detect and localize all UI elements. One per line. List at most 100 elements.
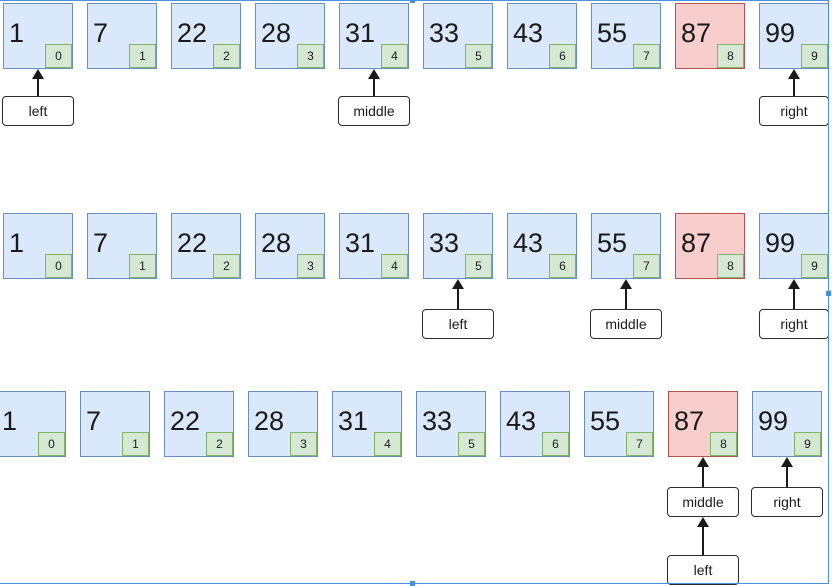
cell-index: 7 <box>633 254 660 278</box>
cell-index: 0 <box>45 44 72 68</box>
pointer-middle[interactable]: middle <box>338 96 410 126</box>
array-cell[interactable]: 43 6 <box>507 3 577 69</box>
cell-value: 7 <box>86 406 102 436</box>
cell-index: 2 <box>213 254 240 278</box>
cell-value: 43 <box>513 18 544 48</box>
cell-index: 2 <box>206 432 233 456</box>
cell-value: 1 <box>9 18 25 48</box>
cell-value: 7 <box>93 228 109 258</box>
pointer-right[interactable]: right <box>751 487 823 517</box>
array-cell[interactable]: 33 5 <box>423 213 493 279</box>
selection-handle[interactable] <box>410 581 415 586</box>
cell-index: 0 <box>45 254 72 278</box>
array-cell[interactable]: 22 2 <box>171 3 241 69</box>
cell-value: 99 <box>765 18 796 48</box>
array-cell[interactable]: 28 3 <box>255 3 325 69</box>
cell-value: 1 <box>9 228 25 258</box>
cell-value: 87 <box>681 18 712 48</box>
pointer-arrow <box>32 69 44 96</box>
array-cell[interactable]: 33 5 <box>423 3 493 69</box>
pointer-middle[interactable]: middle <box>590 309 662 339</box>
cell-index: 5 <box>458 432 485 456</box>
arrow-shaft <box>793 77 795 96</box>
array-cell[interactable]: 31 4 <box>339 213 409 279</box>
pointer-arrow <box>697 457 709 487</box>
cell-index: 9 <box>794 432 821 456</box>
pointer-right[interactable]: right <box>759 309 829 339</box>
array-cell[interactable]: 31 4 <box>332 391 402 457</box>
arrow-head <box>368 69 380 79</box>
array-cell[interactable]: 33 5 <box>416 391 486 457</box>
array-cell[interactable]: 22 2 <box>164 391 234 457</box>
array-cell[interactable]: 99 9 <box>759 213 829 279</box>
cell-index: 0 <box>38 432 65 456</box>
cell-index: 3 <box>297 44 324 68</box>
cell-index: 7 <box>633 44 660 68</box>
cell-index: 8 <box>717 44 744 68</box>
array-cell[interactable]: 28 3 <box>248 391 318 457</box>
arrow-shaft <box>373 77 375 96</box>
pointer-left[interactable]: left <box>2 96 74 126</box>
arrow-shaft <box>625 287 627 309</box>
array-cell[interactable]: 55 7 <box>591 3 661 69</box>
cell-value: 28 <box>261 18 292 48</box>
array-cell[interactable]: 28 3 <box>255 213 325 279</box>
cell-value: 28 <box>261 228 292 258</box>
array-cell[interactable]: 43 6 <box>500 391 570 457</box>
array-cell[interactable]: 43 6 <box>507 213 577 279</box>
selection-handle[interactable] <box>410 0 415 3</box>
cell-index: 2 <box>213 44 240 68</box>
arrow-head <box>788 279 800 289</box>
arrow-head <box>620 279 632 289</box>
cell-value: 43 <box>506 406 537 436</box>
pointer-left[interactable]: left <box>667 555 739 585</box>
cell-index: 4 <box>381 254 408 278</box>
array-cell[interactable]: 55 7 <box>584 391 654 457</box>
cell-index: 9 <box>801 44 828 68</box>
target-cell[interactable]: 87 8 <box>668 391 738 457</box>
cell-value: 55 <box>597 18 628 48</box>
cell-index: 1 <box>122 432 149 456</box>
array-cell[interactable]: 22 2 <box>171 213 241 279</box>
array-cell[interactable]: 99 9 <box>752 391 822 457</box>
arrow-shaft <box>702 465 704 487</box>
selection-handle[interactable] <box>826 291 831 296</box>
arrow-shaft <box>793 287 795 309</box>
cell-value: 99 <box>758 406 789 436</box>
cell-value: 55 <box>597 228 628 258</box>
cell-value: 55 <box>590 406 621 436</box>
target-cell[interactable]: 87 8 <box>675 213 745 279</box>
pointer-middle[interactable]: middle <box>667 487 739 517</box>
cell-index: 7 <box>626 432 653 456</box>
cell-value: 43 <box>513 228 544 258</box>
pointer-arrow <box>452 279 464 309</box>
array-cell[interactable]: 31 4 <box>339 3 409 69</box>
cell-index: 8 <box>710 432 737 456</box>
cell-value: 33 <box>429 228 460 258</box>
pointer-left[interactable]: left <box>422 309 494 339</box>
cell-index: 6 <box>549 44 576 68</box>
arrow-head <box>32 69 44 79</box>
cell-value: 22 <box>170 406 201 436</box>
array-cell[interactable]: 99 9 <box>759 3 829 69</box>
cell-value: 31 <box>345 228 376 258</box>
pointer-arrow <box>781 457 793 487</box>
target-cell[interactable]: 87 8 <box>675 3 745 69</box>
pointer-right[interactable]: right <box>759 96 829 126</box>
cell-value: 31 <box>345 18 376 48</box>
arrow-shaft <box>702 525 704 555</box>
arrow-head <box>452 279 464 289</box>
cell-index: 1 <box>129 44 156 68</box>
arrow-head <box>788 69 800 79</box>
array-cell[interactable]: 55 7 <box>591 213 661 279</box>
cell-value: 7 <box>93 18 109 48</box>
arrow-shaft <box>457 287 459 309</box>
cell-index: 3 <box>297 254 324 278</box>
cell-index: 4 <box>374 432 401 456</box>
